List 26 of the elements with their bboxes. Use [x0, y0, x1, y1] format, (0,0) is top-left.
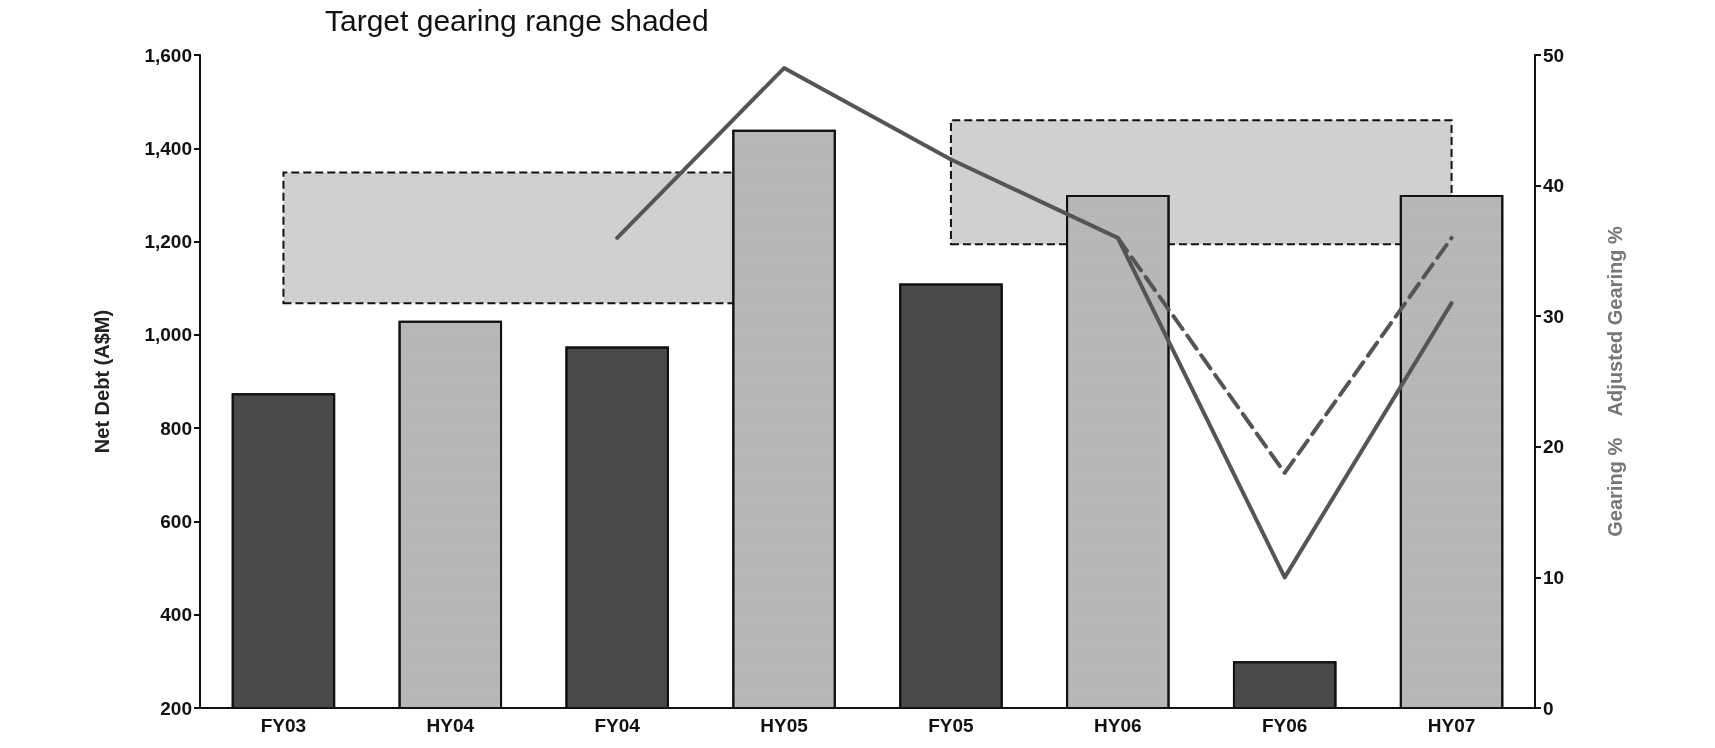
y-tick-label: 1,000 [144, 324, 192, 346]
x-tick-label: HY07 [1427, 715, 1476, 736]
y-tick-label: 1,400 [144, 137, 192, 159]
chart-title: Target gearing range shaded [325, 3, 709, 37]
y2-tick-label: 30 [1543, 305, 1565, 327]
x-tick-label: FY03 [260, 715, 307, 736]
x-tick-label: FY06 [1261, 715, 1308, 736]
y2-tick-label: 10 [1543, 566, 1565, 588]
y-tick-label: 400 [160, 604, 192, 626]
y-tick-label: 800 [160, 417, 192, 439]
x-tick-label: FY04 [594, 715, 641, 736]
y-tick-label: 1,600 [144, 44, 192, 66]
y-tick-label: 600 [160, 510, 192, 532]
x-tick-label: FY05 [928, 715, 975, 736]
y2-tick-label: 0 [1543, 697, 1554, 719]
y2-tick-label: 40 [1543, 175, 1565, 197]
y2-tick-label: 50 [1543, 44, 1565, 66]
x-tick-label: HY04 [426, 715, 475, 736]
y-axis-title: Net Debt (A$M) [91, 309, 113, 454]
x-tick-label: HY06 [1094, 715, 1142, 736]
y-tick-label: 1,200 [144, 231, 192, 253]
y2-axis-title: Gearing % Adjusted Gearing % [1604, 226, 1626, 537]
line-series [615, 66, 1454, 580]
y-tick-label: 200 [160, 697, 192, 719]
x-tick-label: HY05 [760, 715, 809, 736]
y2-tick-label: 20 [1543, 436, 1565, 458]
